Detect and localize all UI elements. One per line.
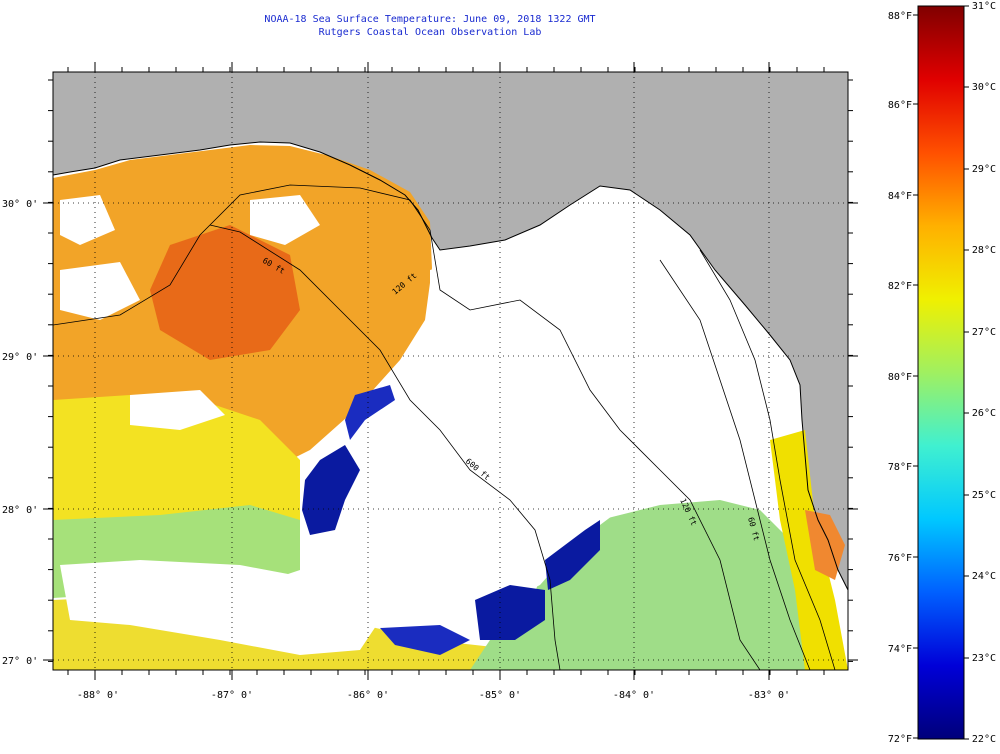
cloud-patch — [60, 195, 115, 245]
tick-marks — [43, 62, 858, 680]
hot-spot — [150, 225, 300, 360]
map-title: NOAA-18 Sea Surface Temperature: June 09… — [264, 14, 595, 25]
cb-f-label: 88°F — [888, 11, 912, 22]
cold-water-rim — [302, 445, 360, 535]
cb-c-label: 30°C — [972, 82, 996, 93]
cloud-patch — [130, 390, 225, 430]
coastline — [53, 141, 848, 591]
cb-c-label: 29°C — [972, 164, 996, 175]
isobath-line — [53, 184, 761, 670]
cold-water-rim — [545, 520, 600, 590]
yellow-coastal-strip — [770, 430, 848, 670]
cloud-patch — [60, 560, 380, 655]
cb-f-label: 84°F — [888, 191, 912, 202]
lat-label: 27° 0' — [2, 656, 38, 667]
isobath-line — [699, 249, 836, 670]
lat-label: 29° 0' — [2, 352, 38, 363]
lon-label: -88° 0' — [77, 690, 119, 701]
cb-c-label: 31°C — [972, 1, 996, 12]
lat-label: 28° 0' — [2, 505, 38, 516]
cold-water-rim — [475, 585, 545, 640]
cb-f-label: 74°F — [888, 644, 912, 655]
cb-f-label: 78°F — [888, 462, 912, 473]
green-water-region — [470, 500, 820, 670]
colorbar-strip — [917, 5, 965, 740]
colorbar-ticks — [913, 5, 969, 740]
lon-label: -85° 0' — [479, 690, 521, 701]
cloud-patch — [310, 245, 700, 635]
cb-c-label: 25°C — [972, 490, 996, 501]
cloud-patch — [250, 195, 320, 245]
cold-water-rim — [380, 625, 470, 655]
map-subtitle: Rutgers Coastal Ocean Observation Lab — [319, 27, 542, 38]
lon-label: -86° 0' — [347, 690, 389, 701]
cb-c-label: 22°C — [972, 734, 996, 745]
cold-water-rim — [345, 385, 395, 440]
cb-f-label: 72°F — [888, 734, 912, 745]
cb-f-label: 80°F — [888, 372, 912, 383]
cb-c-label: 24°C — [972, 571, 996, 582]
cb-f-label: 82°F — [888, 281, 912, 292]
cb-c-label: 28°C — [972, 245, 996, 256]
lat-label: 30° 0' — [2, 199, 38, 210]
cb-c-label: 26°C — [972, 408, 996, 419]
cb-c-label: 27°C — [972, 327, 996, 338]
lon-label: -84° 0' — [613, 690, 655, 701]
isobath-line — [659, 259, 811, 670]
lon-label: -83° 0' — [748, 690, 790, 701]
isobath-line — [209, 224, 561, 670]
map-frame — [52, 71, 849, 671]
colorbar: 88°F 86°F 84°F 82°F 80°F 78°F 76°F 74°F … — [888, 1, 996, 745]
lon-label: -87° 0' — [211, 690, 253, 701]
cb-f-label: 76°F — [888, 553, 912, 564]
cb-f-label: 86°F — [888, 100, 912, 111]
cloud-patch — [60, 262, 140, 320]
cb-c-label: 23°C — [972, 653, 996, 664]
latitude-labels: 30° 0' 29° 0' 28° 0' 27° 0' — [2, 199, 38, 667]
land-mass — [53, 72, 848, 590]
map-area — [53, 72, 848, 670]
longitude-labels: -88° 0' -87° 0' -86° 0' -85° 0' -84° 0' … — [77, 690, 790, 701]
